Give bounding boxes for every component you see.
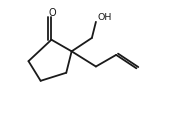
Text: O: O [49, 8, 57, 18]
Text: OH: OH [97, 13, 112, 22]
